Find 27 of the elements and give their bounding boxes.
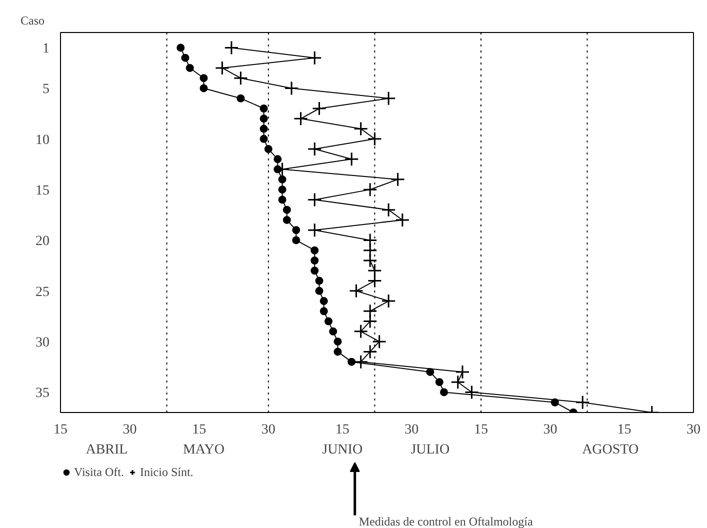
x-tick-label: 15 bbox=[54, 422, 68, 438]
y-tick-label: 25 bbox=[36, 284, 50, 300]
y-tick-label: 15 bbox=[36, 184, 50, 199]
x-tick-label: 15 bbox=[617, 422, 632, 438]
x2-tick-label: AGOSTO bbox=[582, 442, 639, 458]
x-tick-label: 15 bbox=[474, 422, 488, 438]
x-tick-label: 30 bbox=[122, 422, 137, 438]
x-tick-label: 15 bbox=[192, 422, 206, 438]
x2-tick-label: JULIO bbox=[410, 442, 450, 458]
x2-tick-label: JUNIO bbox=[322, 442, 363, 458]
y-tick-label: 35 bbox=[36, 386, 50, 402]
legend-label: Inicio Sínt. bbox=[140, 464, 194, 480]
x-tick-label: 30 bbox=[686, 422, 700, 438]
x-tick-label: 30 bbox=[543, 422, 558, 438]
x2-tick-label: ABRIL bbox=[86, 442, 128, 458]
x-tick-label: 15 bbox=[335, 422, 350, 438]
text: Medidas de control en Oftalmología bbox=[358, 514, 534, 528]
y-tick-label: 10 bbox=[36, 132, 50, 148]
legend-label: Visita Oft. bbox=[74, 464, 124, 480]
y-tick-label: 30 bbox=[36, 336, 50, 351]
x2-tick-label: MAYO bbox=[182, 442, 224, 458]
y-tick-label: 20 bbox=[36, 234, 50, 250]
y-tick-label: 5 bbox=[42, 82, 50, 98]
y-axis-title: Caso bbox=[20, 14, 44, 28]
x-tick-label: 30 bbox=[261, 422, 276, 438]
y-tick-label: 1 bbox=[42, 42, 50, 57]
x-tick-label: 30 bbox=[404, 422, 419, 438]
